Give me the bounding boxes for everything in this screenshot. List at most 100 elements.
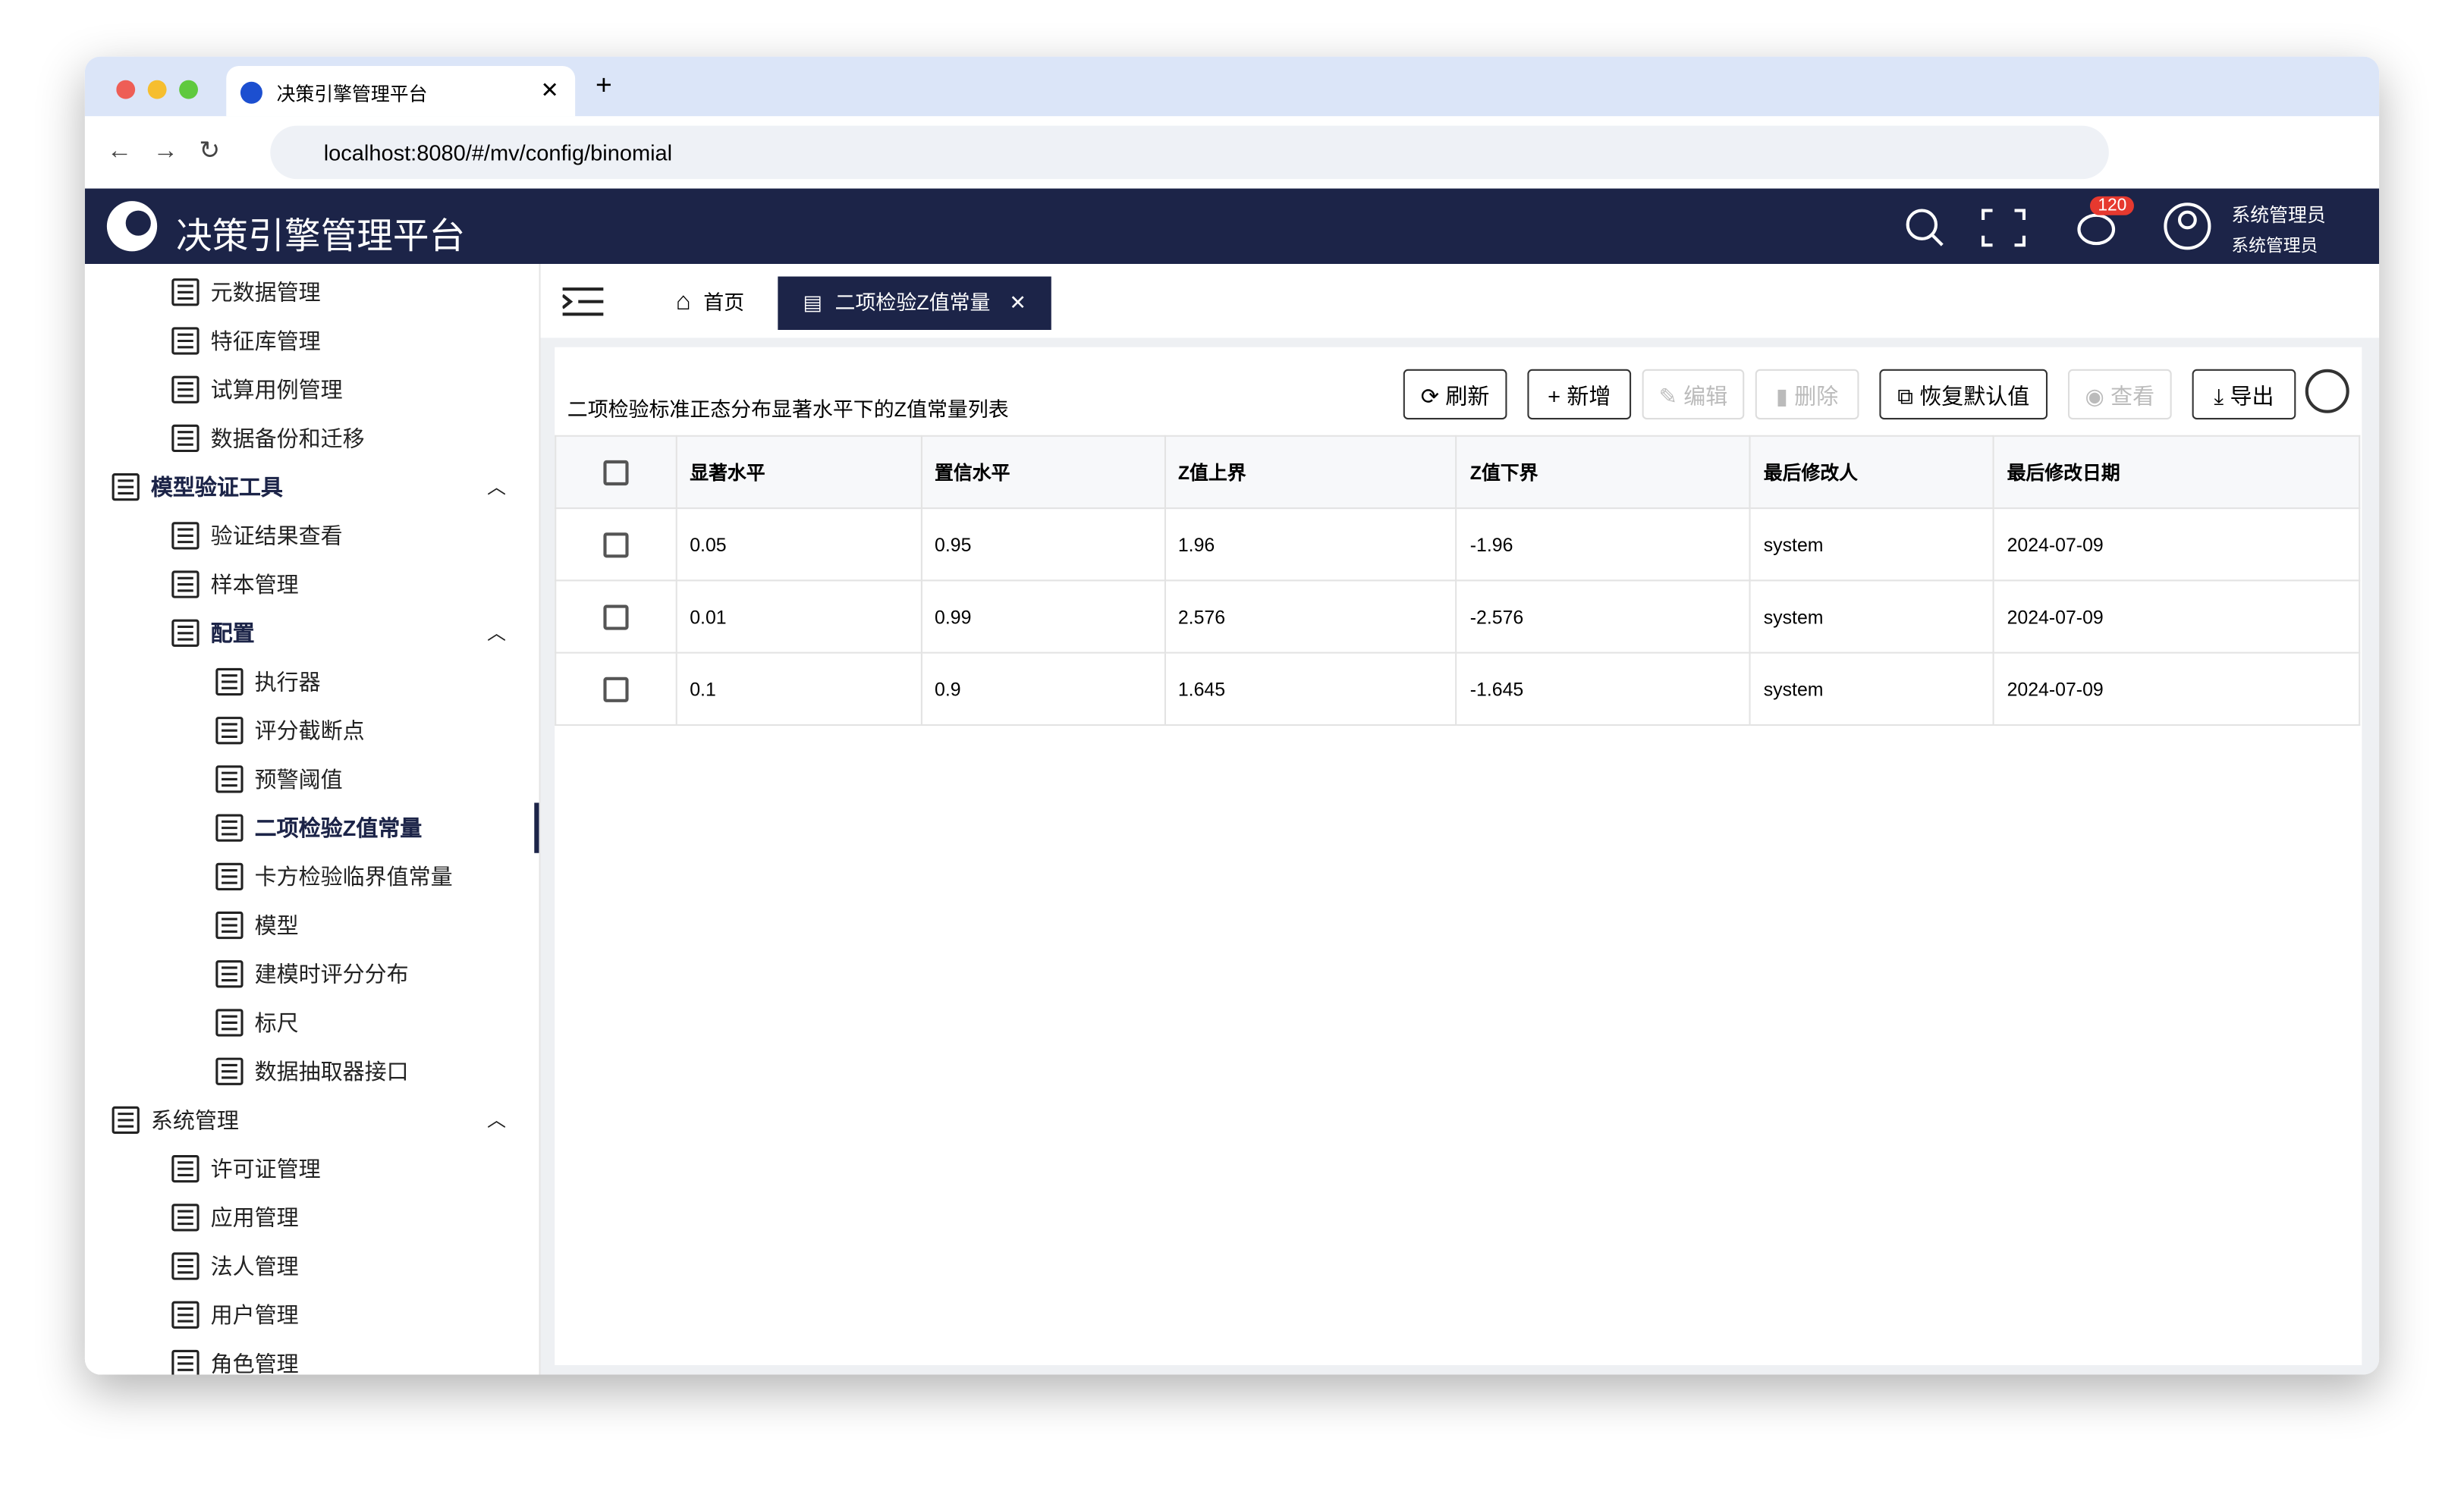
close-page-tab[interactable]: ✕ xyxy=(1009,290,1026,315)
table-cell: 2024-07-09 xyxy=(1992,507,2361,582)
toolbar-button[interactable]: ⤓ 导出 xyxy=(2192,369,2296,420)
menu-item[interactable]: 模型 xyxy=(85,909,539,940)
menu-item[interactable]: 数据备份和迁移 xyxy=(85,422,539,454)
menu-label: 元数据管理 xyxy=(210,279,321,305)
menu-label: 模型验证工具 xyxy=(150,474,283,500)
column-settings[interactable] xyxy=(2305,369,2349,413)
menu-label: 预警阈值 xyxy=(254,766,343,792)
list-title: 二项检验标准正态分布显著水平下的Z值常量列表 xyxy=(567,397,1009,422)
menu-item[interactable]: 数据抽取器接口 xyxy=(85,1056,539,1087)
table-cell: -1.96 xyxy=(1456,507,1752,582)
table-cell: system xyxy=(1749,579,1994,654)
table-cell: 0.99 xyxy=(920,579,1166,654)
page-tab-label: 二项检验Z值常量 xyxy=(834,290,991,315)
table-cell: -1.645 xyxy=(1456,651,1752,726)
menu-label: 许可证管理 xyxy=(210,1156,321,1182)
user-role: 系统管理员 xyxy=(2231,237,2318,256)
button-label: 编辑 xyxy=(1683,383,1728,409)
button-label: 新增 xyxy=(1567,383,1611,409)
menu-item[interactable]: 试算用例管理 xyxy=(85,374,539,405)
menu-label: 试算用例管理 xyxy=(210,377,343,403)
toolbar-button[interactable]: ⧉ 恢复默认值 xyxy=(1879,369,2048,420)
menu-item[interactable]: 验证结果查看 xyxy=(85,520,539,551)
toolbar-button[interactable]: ▮ 删除 xyxy=(1755,369,1859,420)
table-cell: -2.576 xyxy=(1456,579,1752,654)
menu-item[interactable]: 模型验证工具 ︿ xyxy=(85,471,539,502)
menu-item[interactable]: 建模时评分分布 xyxy=(85,959,539,990)
browser-tab[interactable]: 决策引擎管理平台 ✕ xyxy=(226,65,576,117)
menu-item[interactable]: 用户管理 xyxy=(85,1299,539,1330)
menu-label: 系统管理 xyxy=(150,1107,239,1133)
menu-label: 二项检验Z值常量 xyxy=(254,815,423,841)
menu-item[interactable]: 标尺 xyxy=(85,1007,539,1038)
menu-label: 用户管理 xyxy=(210,1302,299,1328)
window-controls xyxy=(116,79,210,107)
row-select[interactable] xyxy=(555,579,677,654)
main-area: ⌂ 首页 ▤ 二项检验Z值常量 ✕ 二项检验标准正态分布显著水平下的Z值常量列表 ⟳ 刷新… xyxy=(540,263,2380,1375)
menu-label: 样本管理 xyxy=(210,571,299,598)
url-bar[interactable]: localhost:8080/#/mv/config/binomial xyxy=(270,125,2109,180)
active-bar xyxy=(534,802,539,853)
toolbar-button[interactable]: + 新增 xyxy=(1527,369,1632,420)
menu-item[interactable]: 预警阈值 xyxy=(85,764,539,795)
menu-item[interactable]: 执行器 xyxy=(85,666,539,697)
table-cell: 2024-07-09 xyxy=(1992,651,2361,726)
menu-item[interactable]: 角色管理 xyxy=(85,1348,539,1375)
toolbar-button[interactable]: ◉ 查看 xyxy=(2067,369,2172,420)
toolbar-button[interactable]: ✎ 编辑 xyxy=(1642,369,1745,420)
menu-item[interactable]: 卡方检验临界值常量 xyxy=(85,861,539,892)
app-title: 决策引擎管理平台 xyxy=(175,215,466,256)
new-tab[interactable]: + xyxy=(596,69,612,101)
sidebar: 元数据管理 特征库管理 试算用例管理 数据备份和迁移 模型验证工具 ︿ 验证结果查看 样本管理… xyxy=(84,263,541,1375)
column-header: 最后修改人 xyxy=(1749,435,1994,510)
menu-item[interactable]: 法人管理 xyxy=(85,1251,539,1282)
menu-label: 卡方检验临界值常量 xyxy=(254,864,453,890)
button-label: 导出 xyxy=(2230,383,2274,409)
table-cell: 0.9 xyxy=(920,651,1166,726)
menu-label: 执行器 xyxy=(254,669,321,695)
select-all[interactable] xyxy=(555,435,677,510)
menu-label: 数据抽取器接口 xyxy=(254,1059,409,1085)
column-header: 置信水平 xyxy=(920,435,1166,510)
menu-item[interactable]: 配置 ︿ xyxy=(85,617,539,648)
menu-item[interactable]: 特征库管理 xyxy=(85,325,539,356)
menu-item[interactable]: 元数据管理 xyxy=(85,277,539,308)
tab-bar: 决策引擎管理平台 ✕ + xyxy=(84,56,2380,117)
page-tabs: ⌂ 首页 ▤ 二项检验Z值常量 ✕ xyxy=(540,263,2380,338)
page-tab[interactable]: ▤ 二项检验Z值常量 ✕ xyxy=(778,276,1052,330)
menu-item[interactable]: 系统管理 ︿ xyxy=(85,1104,539,1135)
close-tab[interactable]: ✕ xyxy=(540,77,559,102)
table-cell: 0.01 xyxy=(675,579,922,654)
button-label: 删除 xyxy=(1794,383,1839,409)
menu-label: 建模时评分分布 xyxy=(254,961,409,987)
table-cell: 2.576 xyxy=(1164,579,1458,654)
table-cell: 1.96 xyxy=(1164,507,1458,582)
address-row: ← → ↻ localhost:8080/#/mv/config/binomia… xyxy=(84,116,2380,189)
data-table: 显著水平 置信水平 Z值上界 Z值下界 最后修改人 最后修改日期 0.05 0.95 1.96-… xyxy=(555,435,2361,726)
table-row: 0.05 0.95 1.96 -1.96 system 2024-07-09 xyxy=(555,507,2361,582)
toolbar-button[interactable]: ⟳ 刷新 xyxy=(1403,369,1507,420)
menu-item[interactable]: 许可证管理 xyxy=(85,1153,539,1184)
menu-label: 模型 xyxy=(254,912,299,938)
menu-label: 应用管理 xyxy=(210,1204,299,1230)
menu-label: 标尺 xyxy=(254,1009,299,1036)
menu-item[interactable]: 评分截断点 xyxy=(85,714,539,746)
table-row: 0.1 0.9 1.645 -1.645 system 2024-07-09 xyxy=(555,651,2361,726)
table-row: 0.01 0.99 2.576 -2.576 system 2024-07-09 xyxy=(555,579,2361,654)
message-badge: 120 xyxy=(2089,196,2135,215)
content-card: 二项检验标准正态分布显著水平下的Z值常量列表 ⟳ 刷新 + 新增 ✎ 编辑 ▮ 删除 ⧉ 恢复默认… xyxy=(555,347,2362,1366)
chevron: ︿ xyxy=(487,622,507,645)
menu-item[interactable]: 应用管理 xyxy=(85,1202,539,1233)
url: localhost:8080/#/mv/config/binomial xyxy=(323,140,673,165)
nav-buttons[interactable]: ← → ↻ xyxy=(106,138,221,165)
row-select[interactable] xyxy=(555,651,677,726)
table-cell: 0.05 xyxy=(675,507,922,582)
menu-item[interactable]: 二项检验Z值常量 xyxy=(85,802,539,853)
page-tab[interactable]: ⌂ 首页 xyxy=(675,289,745,316)
row-select[interactable] xyxy=(555,507,677,582)
table-cell: 0.1 xyxy=(675,651,922,726)
menu-item[interactable]: 样本管理 xyxy=(85,569,539,600)
tab-title: 决策引擎管理平台 xyxy=(276,83,428,105)
